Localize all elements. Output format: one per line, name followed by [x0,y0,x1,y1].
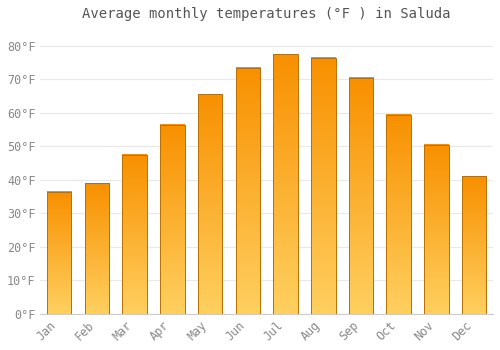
Bar [236,68,260,314]
Bar [274,54,298,314]
Bar [47,191,72,314]
Bar [311,57,336,314]
Bar [198,94,222,314]
Bar [122,155,147,314]
Bar [386,114,411,314]
Title: Average monthly temperatures (°F ) in Saluda: Average monthly temperatures (°F ) in Sa… [82,7,451,21]
Bar [84,183,109,314]
Bar [160,125,184,314]
Bar [462,176,486,314]
Bar [424,145,448,314]
Bar [348,78,374,314]
